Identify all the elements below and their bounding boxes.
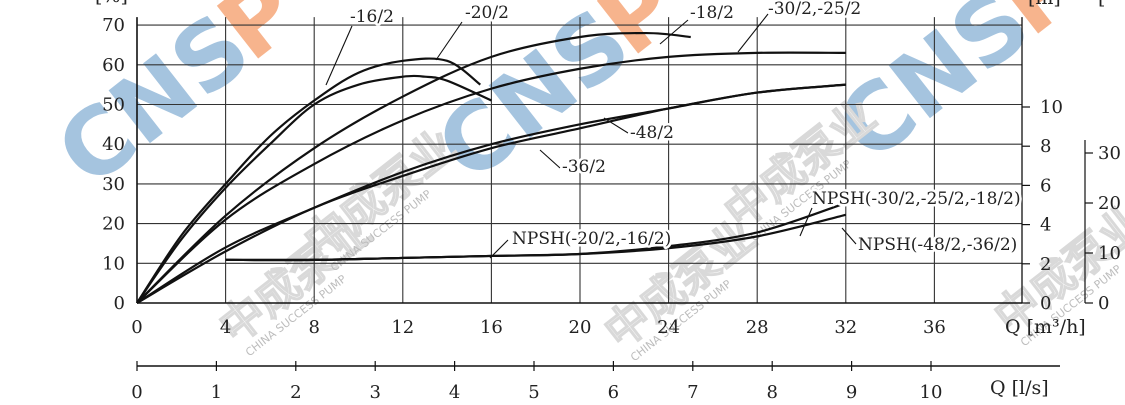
- x2-tick-label: 8: [766, 382, 777, 403]
- npsh-tick-label: 2: [1040, 254, 1051, 275]
- npsh-tick-label: 0: [1040, 293, 1051, 314]
- x-tick-label: 24: [657, 317, 680, 338]
- grid-lines: [137, 17, 1022, 303]
- series-label: -48/2: [630, 123, 674, 143]
- y-tick-label: 30: [102, 174, 125, 195]
- y-tick-label: 10: [102, 253, 125, 274]
- series-label-leader: [603, 117, 629, 134]
- series-label-leader: [841, 227, 857, 245]
- y-tick-label: 50: [102, 95, 125, 116]
- x-tick-label: 28: [746, 317, 769, 338]
- y-tick-label: 60: [102, 55, 125, 76]
- series-line: [136, 57, 481, 304]
- series-label: -18/2: [690, 3, 734, 23]
- series-label-halo: -16/2: [350, 7, 394, 27]
- x-tick-label: 32: [834, 317, 857, 338]
- series-label-halo: -30/2,-25/2: [768, 0, 861, 19]
- x-axis-label: Q [m³/h]: [1005, 316, 1086, 338]
- series-label: NPSH(-48/2,-36/2): [858, 235, 1017, 255]
- series-label: -36/2: [562, 157, 606, 177]
- x-tick-label: 4: [220, 317, 231, 338]
- series-labels: -16/2-16/2 -20/2-20/2 -18/2-18/2 -30/2,-25/…: [325, 0, 1023, 259]
- series-line: [136, 83, 846, 304]
- series-line: [136, 51, 846, 304]
- series-label-halo: -18/2: [690, 3, 734, 23]
- series-label-halo: -48/2: [630, 123, 674, 143]
- series-line: [225, 213, 847, 262]
- y-tick-label: 40: [102, 134, 125, 155]
- x2-tick-label: 7: [687, 382, 698, 403]
- x2-tick-label: 9: [846, 382, 857, 403]
- x2-tick-label: 4: [449, 382, 460, 403]
- series-label-leader: [659, 19, 689, 45]
- x2-tick-label: 2: [290, 382, 301, 403]
- x-tick-label: 16: [480, 317, 503, 338]
- series-label-leader: [489, 239, 509, 259]
- series-label-leader: [325, 25, 353, 86]
- npsh-tick-label: 4: [1040, 215, 1051, 236]
- series-label: NPSH(-30/2,-25/2,-18/2): [812, 189, 1021, 209]
- x2-tick-label: 3: [369, 382, 380, 403]
- far-tick-label: 0: [1098, 293, 1109, 314]
- y-tick-label: 0: [114, 293, 125, 314]
- npsh-tick-label: 6: [1040, 175, 1051, 196]
- series-label: NPSH(-20/2,-16/2): [512, 229, 671, 249]
- series-label: -30/2,-25/2: [768, 0, 861, 19]
- x-tick-label: 20: [569, 317, 592, 338]
- y-axis-label: [%]: [95, 0, 128, 7]
- series-label: -20/2: [465, 3, 509, 23]
- watermark-company-name: 中成泵业: [715, 90, 885, 239]
- series-layer: [136, 31, 847, 304]
- series-label-halo: NPSH(-48/2,-36/2): [858, 235, 1017, 255]
- series-label-halo: NPSH(-30/2,-25/2,-18/2): [812, 189, 1021, 209]
- far-tick-label: 30: [1098, 143, 1121, 164]
- npsh-axis-label: [m]: [1028, 0, 1061, 9]
- x2-axis-label: Q [l/s]: [990, 377, 1049, 399]
- x2-tick-label: 5: [528, 382, 539, 403]
- series-label-leader: [799, 207, 813, 237]
- x-tick-label: 36: [923, 317, 946, 338]
- watermark-company-name: 中成泵业: [295, 120, 465, 269]
- series-label-leader: [737, 13, 769, 53]
- x2-tick-label: 1: [211, 382, 222, 403]
- x2-tick-label: 10: [920, 382, 943, 403]
- series-label-leader: [539, 149, 561, 169]
- watermark-layer: CNSPCNSPCNSP中成泵业CHINA SUCCESS PUMP中成泵业CH…: [38, 0, 1125, 364]
- x-tick-label: 8: [308, 317, 319, 338]
- far-tick-label: 20: [1098, 193, 1121, 214]
- series-label-halo: -36/2: [562, 157, 606, 177]
- series-label-leader: [435, 21, 463, 61]
- far-axis-label: [: [1098, 0, 1105, 9]
- series-label-halo: NPSH(-20/2,-16/2): [512, 229, 671, 249]
- x-tick-label: 0: [131, 317, 142, 338]
- series-line: [136, 74, 492, 304]
- y-tick-label: 70: [102, 15, 125, 36]
- series-line: [136, 31, 691, 304]
- series-label-halo: -20/2: [465, 3, 509, 23]
- series-label: -16/2: [350, 7, 394, 27]
- y-tick-label: 20: [102, 214, 125, 235]
- far-tick-label: 10: [1098, 243, 1121, 264]
- x2-tick-label: 0: [131, 382, 142, 403]
- x-tick-label: 12: [391, 317, 414, 338]
- npsh-tick-label: 10: [1040, 97, 1063, 118]
- x2-tick-label: 6: [608, 382, 619, 403]
- npsh-tick-label: 8: [1040, 136, 1051, 157]
